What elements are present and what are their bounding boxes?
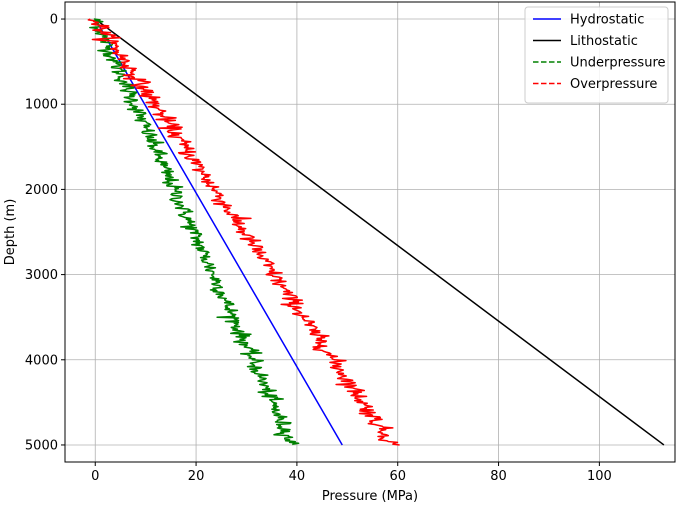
legend-label-hydrostatic: Hydrostatic bbox=[570, 13, 644, 28]
legend-label-lithostatic: Lithostatic bbox=[570, 34, 638, 49]
y-tick-label: 5000 bbox=[25, 438, 58, 453]
y-tick-label: 1000 bbox=[25, 98, 58, 113]
legend-label-underpressure: Underpressure bbox=[570, 56, 666, 71]
x-tick-label: 100 bbox=[587, 469, 612, 484]
y-tick-label: 4000 bbox=[25, 353, 58, 368]
y-tick-label: 0 bbox=[50, 13, 58, 28]
hydrostatic-line bbox=[94, 18, 343, 446]
x-tick-label: 20 bbox=[188, 469, 205, 484]
underpressure-line bbox=[89, 18, 300, 446]
x-tick-label: 80 bbox=[490, 469, 507, 484]
legend: Hydrostatic Lithostatic Underpressure Overp… bbox=[524, 6, 669, 104]
legend-box bbox=[524, 6, 669, 104]
x-tick-label: 40 bbox=[289, 469, 306, 484]
series-group bbox=[87, 18, 665, 446]
y-tick-label: 2000 bbox=[25, 183, 58, 198]
x-tick-label: 60 bbox=[389, 469, 406, 484]
plot-frame bbox=[64, 1, 676, 463]
lithostatic-line bbox=[94, 18, 665, 446]
x-axis-label: Pressure (MPa) bbox=[322, 489, 418, 504]
legend-label-overpressure: Overpressure bbox=[570, 77, 657, 92]
y-axis-label: Depth (m) bbox=[3, 199, 18, 266]
overpressure-line bbox=[87, 18, 400, 446]
x-tick-label: 0 bbox=[91, 469, 99, 484]
y-tick-label: 3000 bbox=[25, 268, 58, 283]
